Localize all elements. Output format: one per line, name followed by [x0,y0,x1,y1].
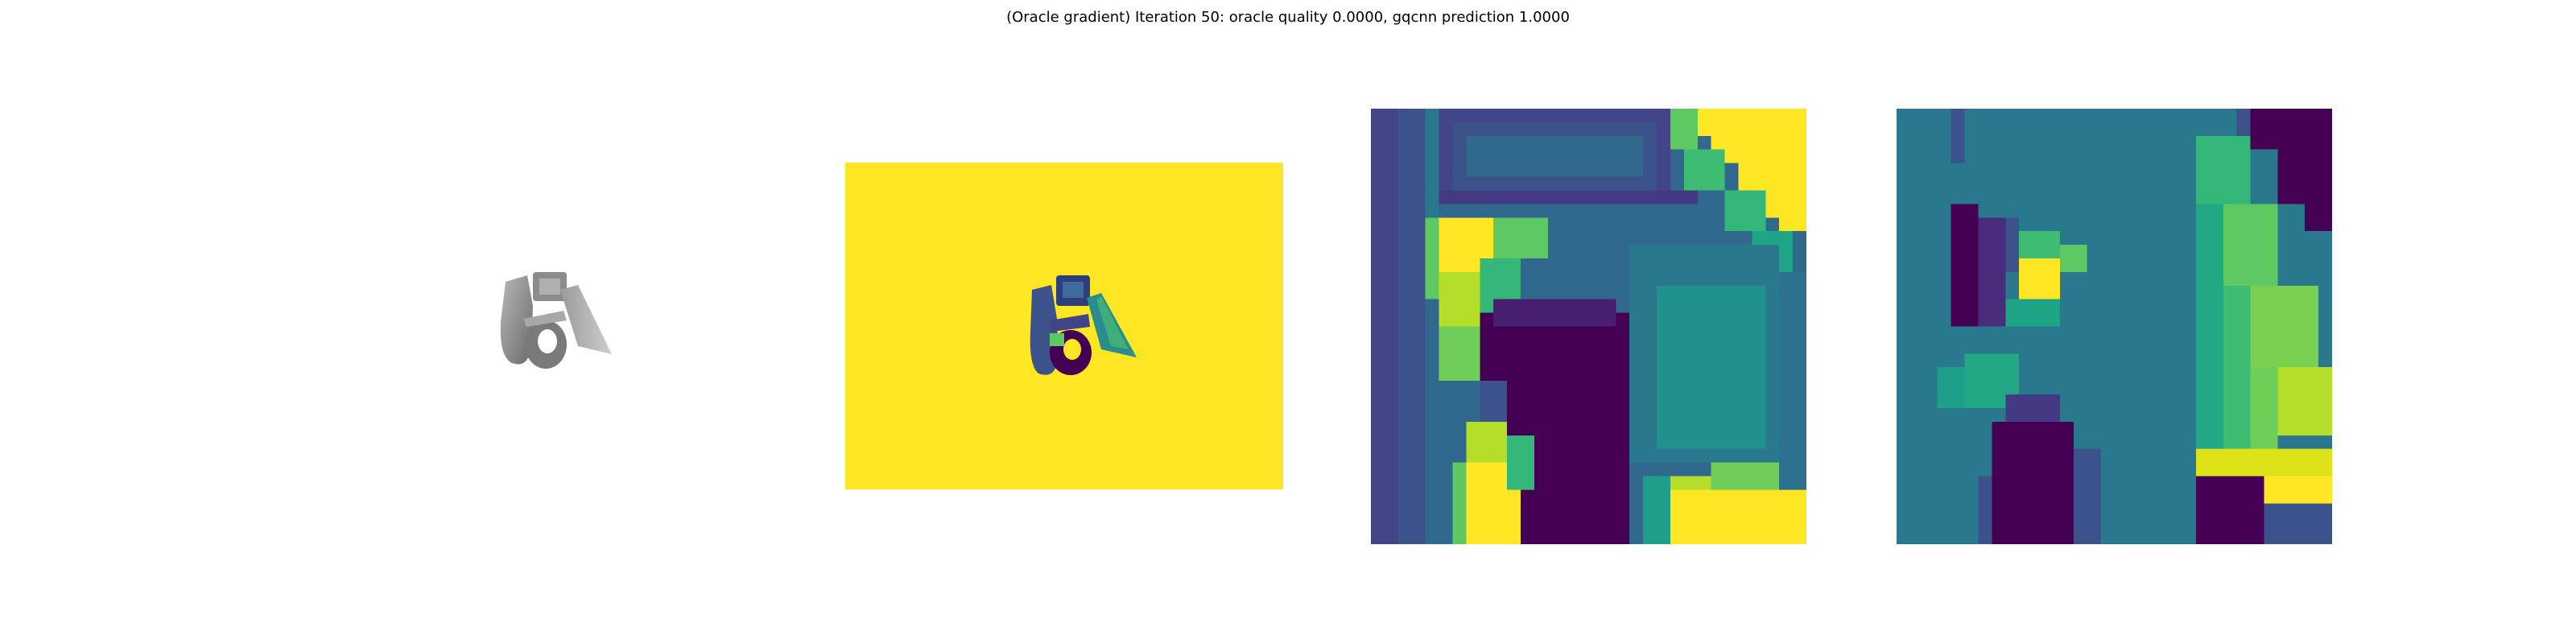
gradient-heatmap [1897,109,2332,544]
depth-crop-heatmap [1371,109,1806,544]
depth-image [845,163,1283,489]
panel-render [483,258,628,378]
panel-depth-image [845,163,1283,489]
panel-depth-crop [1371,109,1806,544]
panel-gradient [1897,109,2332,544]
figure-title: (Oracle gradient) Iteration 50: oracle q… [1006,9,1570,26]
rendered-object-image [500,272,612,369]
